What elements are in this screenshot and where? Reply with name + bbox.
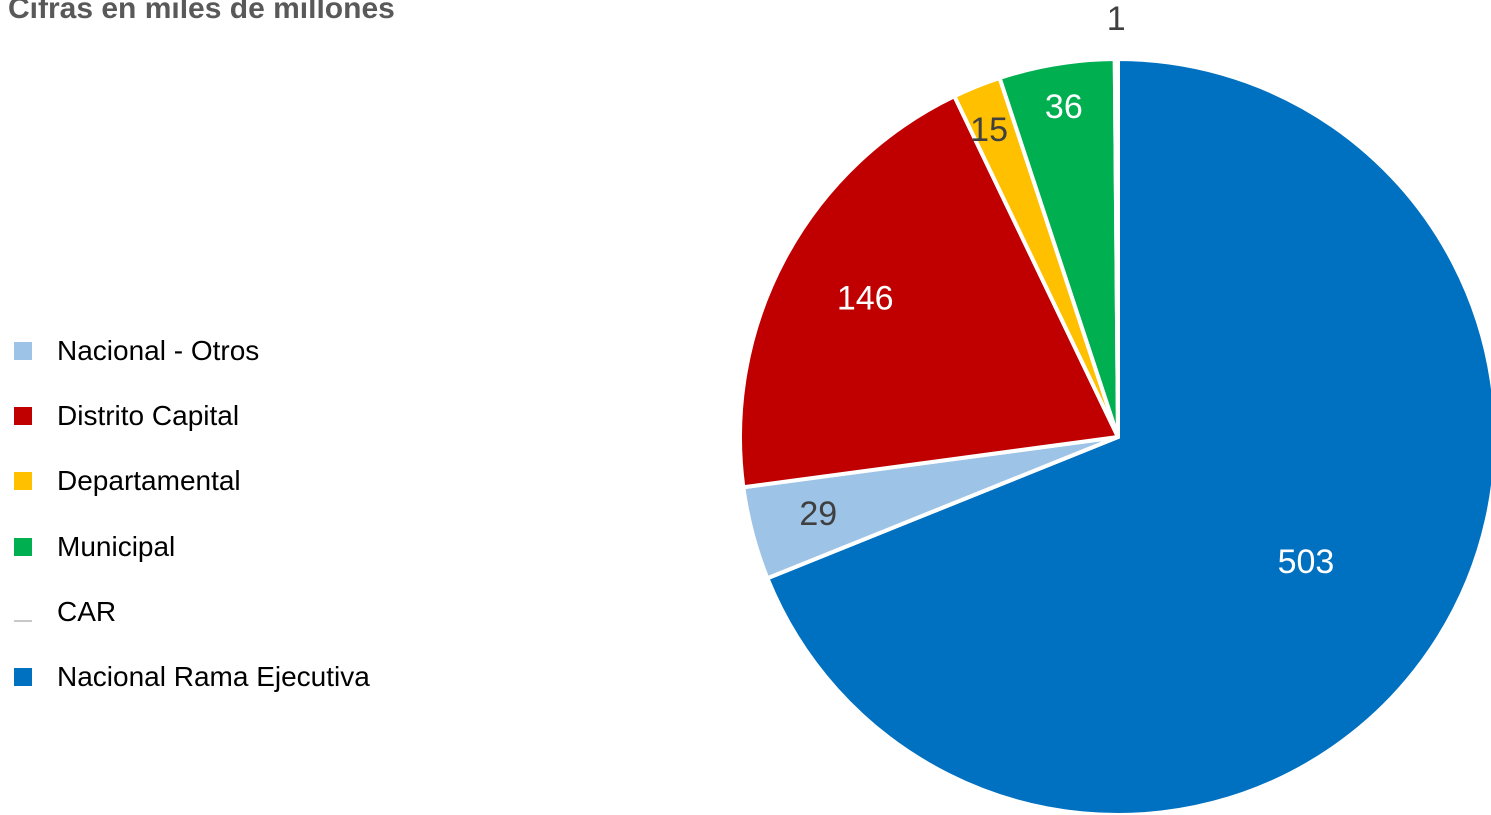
legend-item: Departamental — [14, 449, 370, 514]
data-label-nacional-otros: 29 — [799, 495, 837, 533]
data-label-car: 1 — [1107, 0, 1126, 38]
legend-swatch — [14, 406, 32, 425]
legend-label: Nacional Rama Ejecutiva — [57, 661, 370, 693]
chart-title: Cifras en miles de millones — [8, 0, 395, 25]
legend-swatch — [14, 601, 32, 622]
data-label-municipal: 36 — [1045, 88, 1083, 126]
chart-legend: Nacional - Otros Distrito Capital Departam… — [14, 318, 370, 710]
pie-slice-car — [1112, 57, 1120, 439]
legend-label: Municipal — [57, 530, 176, 562]
pie-slice-nacional-rama-ejecutiva — [765, 57, 1491, 815]
data-label-distrito-capital: 146 — [837, 280, 894, 318]
legend-label: Departamental — [57, 465, 241, 497]
legend-swatch — [14, 537, 32, 556]
data-label-departamental: 15 — [970, 111, 1008, 149]
data-label-nacional-rama-ejecutiva: 503 — [1278, 543, 1335, 581]
legend-label: CAR — [57, 595, 117, 627]
legend-item: Nacional Rama Ejecutiva — [14, 644, 370, 709]
legend-item: Distrito Capital — [14, 383, 370, 448]
legend-swatch — [14, 341, 32, 360]
legend-item: Nacional - Otros — [14, 318, 370, 383]
legend-label: Nacional - Otros — [57, 334, 260, 366]
legend-swatch — [14, 668, 32, 687]
legend-item: Municipal — [14, 514, 370, 579]
legend-swatch — [14, 472, 32, 491]
pie-slice-distrito-capital — [738, 94, 1120, 490]
legend-label: Distrito Capital — [57, 399, 240, 431]
legend-item: CAR — [14, 579, 370, 644]
